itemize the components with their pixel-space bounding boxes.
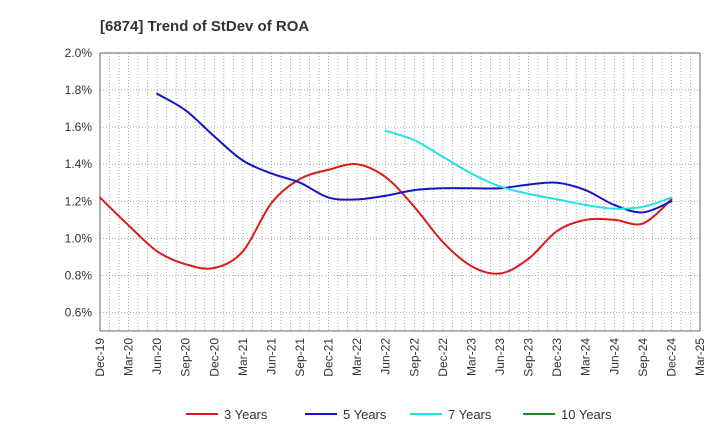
y-tick-label: 1.0% <box>65 231 93 245</box>
y-tick-label: 2.0% <box>65 46 93 60</box>
series-line-1 <box>99 162 673 275</box>
x-tick-label: Sep-24 <box>636 338 650 377</box>
series-line-2 <box>156 92 673 214</box>
x-tick-label: Sep-21 <box>293 338 307 377</box>
y-tick-label: 1.6% <box>65 120 93 134</box>
x-tick-label: Mar-21 <box>236 338 250 376</box>
x-tick-label: Mar-22 <box>350 338 364 376</box>
legend-label-2: 5 Years <box>343 407 387 422</box>
y-tick-label: 0.8% <box>65 268 93 282</box>
y-tick-label: 1.4% <box>65 157 93 171</box>
x-tick-label: Jun-21 <box>264 338 278 375</box>
x-tick-label: Sep-22 <box>407 338 421 377</box>
x-tick-label: Sep-20 <box>179 338 193 377</box>
x-tick-label: Jun-22 <box>379 338 393 375</box>
x-tick-label: Dec-23 <box>550 338 564 377</box>
x-tick-label: Jun-23 <box>493 338 507 375</box>
axis-layer: 0.6% 0.8% 1.0% 1.2% 1.4% 1.6% 1.8% 2.0% Dec-19 Ma… <box>65 46 707 377</box>
x-tick-label: Jun-20 <box>150 338 164 375</box>
plot-border <box>99 52 701 332</box>
x-tick-label: Mar-20 <box>122 338 136 376</box>
x-tick-label: Dec-19 <box>93 338 107 377</box>
y-tick-label: 0.6% <box>65 305 93 319</box>
legend-label-3: 7 Years <box>448 407 492 422</box>
grid-layer <box>100 52 700 331</box>
y-tick-label: 1.2% <box>65 194 93 208</box>
y-tick-label: 1.8% <box>65 83 93 97</box>
x-tick-label: Jun-24 <box>607 338 621 375</box>
series-line-3 <box>384 129 673 210</box>
x-tick-label: Sep-23 <box>522 338 536 377</box>
x-tick-label: Dec-20 <box>207 338 221 377</box>
x-tick-label: Dec-24 <box>664 338 678 377</box>
x-tick-label: Mar-23 <box>464 338 478 376</box>
x-tick-label: Dec-22 <box>436 338 450 377</box>
x-tick-label: Mar-25 <box>693 338 707 376</box>
legend-label-1: 3 Years <box>224 407 268 422</box>
x-tick-label: Mar-24 <box>579 338 593 376</box>
legend-label-4: 10 Years <box>561 407 612 422</box>
legend: 3 Years 5 Years 7 Years 10 Years <box>186 407 612 422</box>
x-tick-label: Dec-21 <box>322 338 336 377</box>
series-layer <box>99 92 673 275</box>
chart-title: [6874] Trend of StDev of ROA <box>100 18 309 35</box>
